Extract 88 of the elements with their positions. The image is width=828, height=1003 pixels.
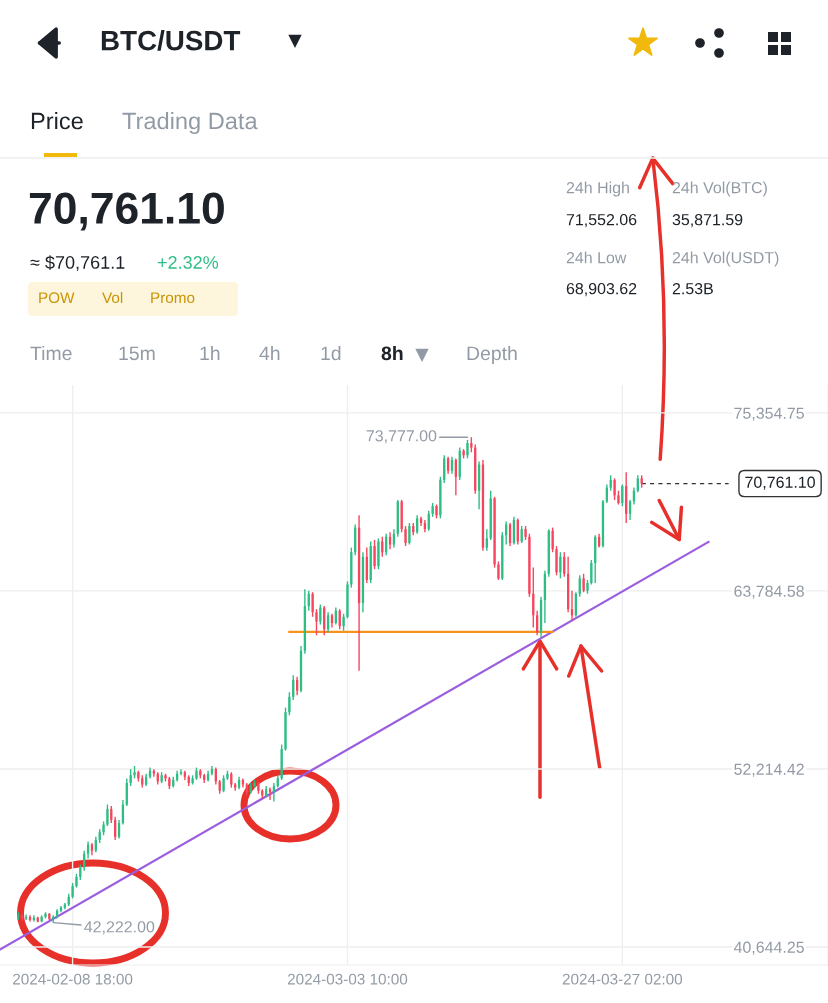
candlestick: [590, 559, 593, 586]
candlestick: [280, 743, 283, 781]
candlestick: [346, 580, 349, 620]
candlestick: [168, 776, 171, 790]
candlestick: [466, 439, 469, 460]
candlestick: [435, 503, 438, 520]
candlestick: [160, 771, 163, 784]
candlestick: [582, 573, 585, 593]
candlestick: [222, 774, 225, 793]
candlestick: [373, 539, 376, 570]
candlestick: [44, 911, 47, 920]
text: Promo: [151, 292, 195, 304]
text: 71,552.06: [566, 213, 637, 228]
annotation: 73,777.00: [366, 430, 437, 444]
candlestick: [257, 780, 260, 795]
y-tick-label: 52,214.42: [734, 763, 804, 777]
annotation: 42,222.00: [84, 921, 155, 935]
text: 15m: [119, 346, 155, 361]
candlestick: [102, 820, 105, 837]
candlestick: [75, 873, 78, 889]
candlestick: [439, 476, 442, 520]
text: Price: [31, 112, 83, 130]
candlestick: [628, 499, 632, 521]
candlestick: [195, 766, 198, 781]
text: 24h Vol(BTC): [672, 181, 767, 197]
candlestick: [462, 448, 465, 460]
x-tick-label: 2024-03-03 10:00: [287, 973, 408, 985]
text: 35,871.59: [672, 213, 743, 228]
text: Vol: [102, 291, 123, 304]
candlestick: [288, 691, 291, 717]
candlestick: [226, 769, 229, 781]
text: 2.53B: [672, 282, 713, 295]
candlestick: [613, 477, 616, 501]
text: 24h Low: [566, 251, 627, 264]
text: Trading Data: [122, 112, 258, 135]
candlestick: [191, 774, 194, 786]
candlestick: [408, 522, 411, 546]
candlestick: [137, 769, 140, 783]
candlestick: [559, 551, 562, 580]
candlestick: [164, 773, 167, 783]
candlestick: [377, 537, 380, 570]
candlestick: [48, 912, 51, 921]
text: 24h Vol(USDT): [672, 251, 779, 267]
y-tick-label: 40,644.25: [733, 941, 804, 955]
candlestick: [524, 525, 527, 541]
candlestick: [133, 765, 136, 780]
chart-title: BTC/USDT: [101, 30, 241, 51]
candlestick: [431, 502, 434, 518]
candlestick: [199, 768, 202, 780]
candlestick: [485, 528, 488, 552]
y-tick-label: 75,354.75: [734, 407, 804, 421]
ref-line-label: 70,761.10: [745, 476, 815, 490]
y-tick-label: 63,784.58: [734, 585, 804, 599]
candlestick: [404, 525, 407, 547]
text: ≈ $70,761.1: [30, 255, 125, 271]
text: Time: [30, 345, 72, 361]
candlestick: [315, 608, 318, 637]
text: Depth: [467, 345, 517, 365]
candlestick: [129, 768, 132, 787]
candlestick: [253, 779, 256, 789]
text: POW: [39, 292, 75, 304]
candlestick: [617, 489, 620, 506]
candlestick: [497, 560, 500, 581]
text: 70,761.10: [29, 192, 224, 231]
text: 8h: [381, 345, 403, 361]
candlestick: [106, 803, 109, 827]
candlestick: [586, 579, 589, 595]
candlestick: [319, 603, 322, 626]
candlestick: [493, 496, 496, 569]
candlestick: [284, 706, 287, 752]
text: +2.32%: [157, 256, 219, 269]
x-tick-label: 2024-03-27 02:00: [562, 973, 683, 985]
text: 24h High: [566, 181, 629, 197]
text: 4h: [259, 345, 280, 361]
text: 1h: [200, 345, 220, 361]
candlestick: [400, 499, 403, 533]
candlestick: [71, 882, 74, 900]
text: 68,903.62: [566, 282, 637, 297]
text: 1d: [321, 345, 341, 361]
candlestick: [555, 545, 558, 577]
candlestick: [342, 613, 345, 632]
candlestick: [40, 914, 43, 923]
x-tick-label: 2024-02-08 18:00: [13, 973, 133, 985]
candlestick: [551, 526, 554, 553]
candlestick: [528, 533, 531, 598]
candlestick: [17, 911, 20, 921]
candlestick: [470, 436, 473, 453]
candlestick: [311, 591, 314, 618]
